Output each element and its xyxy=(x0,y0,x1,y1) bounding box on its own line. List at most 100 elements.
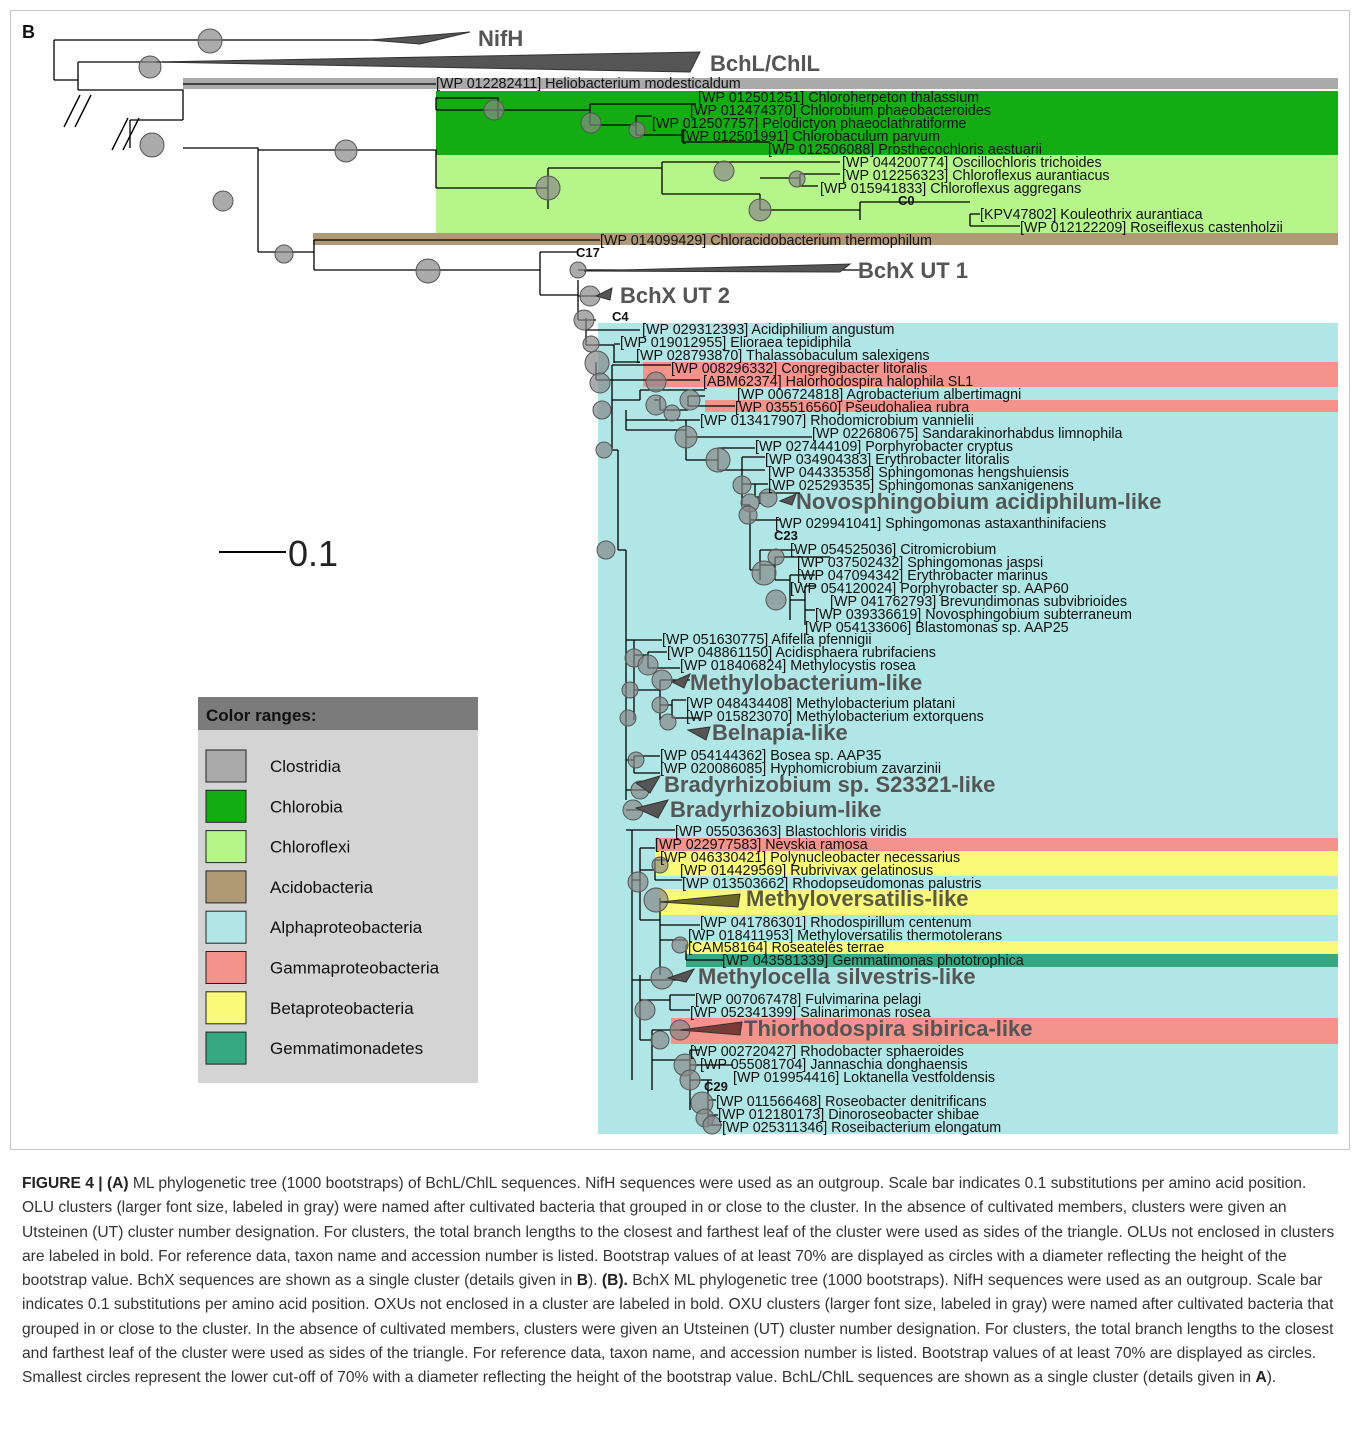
scale-bar-label: 0.1 xyxy=(288,533,338,574)
leaf-label: [WP 012501991] Chlorobaculum parvum xyxy=(682,129,940,145)
leaf-label: [WP 035516560] Pseudohaliea rubra xyxy=(735,400,969,416)
leaf-label: [WP 006724818] Agrobacterium albertimagn… xyxy=(737,387,1021,403)
cluster-triangle-belnapia xyxy=(686,726,711,741)
legend-swatch xyxy=(205,1031,247,1065)
legend-label: Alphaproteobacteria xyxy=(270,918,423,937)
leaf-label: [WP 046330421] Polynucleobacter necessar… xyxy=(660,850,960,866)
range-beta-3 xyxy=(686,941,1338,954)
leaf-label: [WP 012180173] Dinoroseobacter shibae xyxy=(718,1107,979,1123)
legend-label: Acidobacteria xyxy=(270,878,374,897)
cluster-label-belnapia: Belnapia-like xyxy=(712,720,848,745)
leaf-label: [WP 027444109] Porphyrobacter cryptus xyxy=(755,439,1013,455)
leaf-label: [WP 012282411] Heliobacterium modestical… xyxy=(436,76,741,92)
cluster-label-ut2: BchX UT 2 xyxy=(620,283,730,308)
range-beta-2 xyxy=(660,889,1338,915)
leaf-label: [WP 012474370] Chlorobium phaeobacteroid… xyxy=(690,103,991,119)
leaf-label: [WP 012506088] Prosthecochloris aestuari… xyxy=(768,142,1042,158)
leaf-label: [WP 018411953] Methyloversatilis thermot… xyxy=(688,928,1002,944)
cluster-triangle-brady1 xyxy=(634,775,662,794)
leaf-label: [WP 052341399] Salinarimonas rosea xyxy=(690,1005,931,1021)
leaf-label: [WP 044335358] Sphingomonas hengshuiensi… xyxy=(768,465,1069,481)
panel-label: B xyxy=(22,22,35,42)
cluster-triangle-ut1 xyxy=(583,263,852,273)
node-label-c29: C29 xyxy=(704,1079,728,1094)
leaf-label: [WP 029312393] Acidiphilium angustum xyxy=(642,322,894,338)
legend-swatch xyxy=(205,789,247,823)
cluster-triangle-methylobact xyxy=(670,673,691,689)
leaf-label: [WP 029941041] Sphingomonas astaxanthini… xyxy=(775,516,1106,532)
legend-label: Chlorobia xyxy=(270,797,343,816)
leaf-label: [WP 028793870] Thalassobaculum salexigen… xyxy=(636,348,930,364)
cluster-triangle-brady2 xyxy=(634,799,669,819)
phylogenetic-tree: 0.1 NifH BchL/ChlL BchX UT 1 BchX UT 2 N… xyxy=(53,26,1338,1136)
leaf-label: [WP 025311346] Roseibacterium elongatum xyxy=(722,1120,1001,1136)
leaf-label: [WP 013503662] Rhodopseudomonas palustri… xyxy=(682,876,981,892)
cluster-label-bchl: BchL/ChlL xyxy=(710,51,820,76)
legend-label: Clostridia xyxy=(270,757,341,776)
cluster-label-novo: Novosphingobium acidiphilum-like xyxy=(796,489,1161,514)
cluster-triangle-novo xyxy=(778,493,797,506)
node-label-c4: C4 xyxy=(612,309,629,324)
legend-label: Chloroflexi xyxy=(270,838,350,857)
range-gamma-3 xyxy=(655,838,1338,851)
leaf-label: [WP 054525036] Citromicrobium xyxy=(790,542,996,558)
cluster-label-thiorhodospira: Thiorhodospira sibirica-like xyxy=(744,1016,1033,1041)
legend-swatch xyxy=(205,830,247,864)
leaf-label: [WP 015941833] Chloroflexus aggregans xyxy=(820,181,1081,197)
leaf-label: [WP 044200774] Oscillochloris trichoides xyxy=(842,155,1102,171)
leaf-label: [WP 011566468] Roseobacter denitrificans xyxy=(716,1094,986,1110)
leaf-label: [WP 012122209] Roseiflexus castenholzii xyxy=(1020,220,1283,236)
legend-swatch xyxy=(205,951,247,984)
figure-caption: FIGURE 4 | (A) ML phylogenetic tree (100… xyxy=(22,1172,1340,1391)
caption-text: ). xyxy=(588,1272,602,1290)
leaf-label: [WP 019012955] Elioraea tepidiphila xyxy=(620,335,851,351)
leaf-label: [WP 037502432] Sphingomonas jaspsi xyxy=(797,555,1043,571)
cluster-triangle-bchl xyxy=(155,51,701,73)
color-legend: Color ranges: Clostridia Chlorobia Chlorof… xyxy=(198,697,478,1083)
leaf-label: [WP 007067478] Fulvimarina pelagi xyxy=(695,992,921,1008)
legend-swatch xyxy=(205,991,247,1025)
leaf-label: [WP 008296332] Congregibacter litoralis xyxy=(671,361,927,377)
leaf-label: [WP 048434408] Methylobacterium platani xyxy=(686,696,955,712)
legend-title: Color ranges: xyxy=(206,706,317,725)
caption-ref-b: B xyxy=(576,1272,589,1290)
cluster-label-brady1: Bradyrhizobium sp. S23321-like xyxy=(664,772,995,797)
cluster-triangle-nifh xyxy=(369,31,471,45)
leaf-label: [WP 002720427] Rhodobacter sphaeroides xyxy=(690,1044,964,1060)
caption-text: BchX ML phylogenetic tree (1000 bootstra… xyxy=(22,1272,1334,1387)
node-label-c0: C0 xyxy=(898,193,915,208)
node-label-c23: C23 xyxy=(774,528,798,543)
leaf-label: [WP 039336619] Novosphingobium subterran… xyxy=(815,607,1132,623)
cluster-label-ut1: BchX UT 1 xyxy=(858,258,968,283)
color-ranges xyxy=(183,78,1338,1134)
leaf-label: [WP 025293535] Sphingomonas sanxanigenen… xyxy=(768,478,1074,494)
range-gamma-1 xyxy=(643,362,1338,387)
branch-break-markers xyxy=(63,94,140,151)
leaf-label: [WP 019954416] Loktanella vestfoldensis xyxy=(733,1070,995,1086)
range-gemmatimonadetes xyxy=(686,954,1338,967)
leaf-label: [WP 054120024] Porphyrobacter sp. AAP60 xyxy=(790,581,1069,597)
leaf-label: [ABM62374] Halorhodospira halophila SL1 xyxy=(703,374,973,390)
bootstrap-circles xyxy=(138,28,806,1135)
leaf-label: [WP 054133606] Blastomonas sp. AAP25 xyxy=(805,620,1069,636)
range-gamma-4 xyxy=(671,1018,1338,1044)
caption-label-b: (B). xyxy=(601,1272,628,1290)
legend-label: Gammaproteobacteria xyxy=(270,959,440,978)
range-acidobacteria xyxy=(313,233,1338,245)
leaf-label: [WP 055036363] Blastochloris viridis xyxy=(675,824,907,840)
leaf-label: [WP 054144362] Bosea sp. AAP35 xyxy=(660,748,882,764)
leaf-label: [WP 041786301] Rhodospirillum centenum xyxy=(700,915,972,931)
cluster-triangle-ut2 xyxy=(594,287,613,301)
leaf-label: [WP 048861150] Acidisphaera rubrifaciens xyxy=(667,645,936,661)
leaf-label: [WP 012256323] Chloroflexus aurantiacus xyxy=(842,168,1110,184)
leaf-label: [WP 012507757] Pelodictyon phaeoclathrat… xyxy=(652,116,967,132)
leaf-label: [WP 022977583] Nevskia ramosa xyxy=(655,837,868,853)
leaf-label: [WP 014099429] Chloracidobacterium therm… xyxy=(600,233,932,249)
cluster-triangle-methylocella xyxy=(666,968,696,983)
leaf-label: [WP 043581339] Gemmatimonas phototrophic… xyxy=(722,953,1024,969)
legend-label: Gemmatimonadetes xyxy=(270,1039,423,1058)
caption-ref-a: A xyxy=(1255,1369,1267,1387)
legend-label: Betaproteobacteria xyxy=(270,999,414,1018)
range-beta-1 xyxy=(655,851,1338,876)
leaf-label: [WP 055081704] Jannaschia donghaensis xyxy=(700,1057,968,1073)
